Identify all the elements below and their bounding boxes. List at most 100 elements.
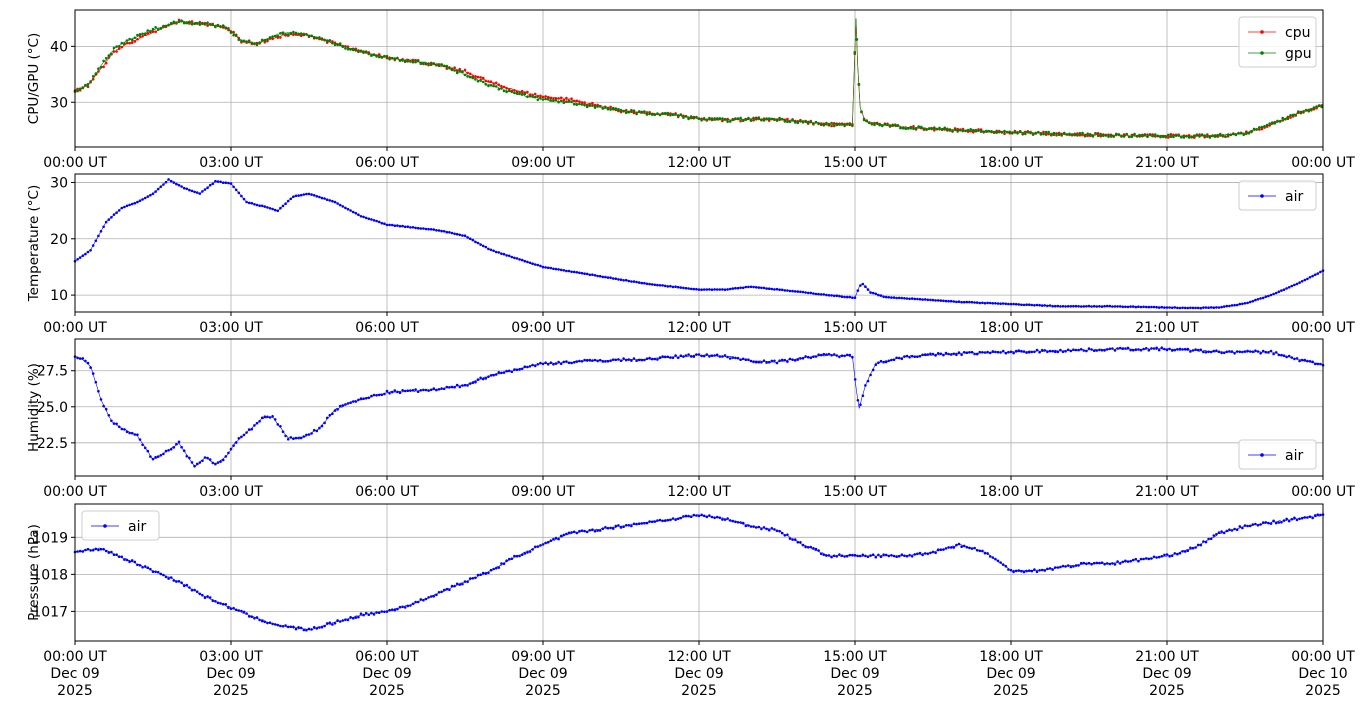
- data-point: [656, 358, 659, 361]
- data-point: [424, 388, 428, 392]
- data-point: [715, 353, 719, 357]
- data-point: [312, 35, 316, 39]
- data-point: [375, 611, 378, 614]
- data-point: [255, 43, 259, 47]
- data-point: [461, 582, 464, 586]
- data-point: [500, 87, 503, 90]
- data-point: [448, 66, 451, 70]
- data-point: [910, 297, 914, 300]
- data-point: [341, 404, 345, 407]
- data-point: [778, 359, 781, 363]
- data-point: [869, 291, 872, 294]
- data-point: [175, 21, 178, 25]
- data-point: [1230, 529, 1234, 532]
- data-point: [214, 600, 217, 603]
- data-point: [497, 88, 501, 91]
- data-point: [455, 383, 459, 387]
- data-point: [84, 252, 87, 256]
- data-point: [427, 389, 430, 392]
- data-point: [198, 461, 202, 464]
- data-point: [1173, 306, 1177, 309]
- data-point: [583, 529, 586, 533]
- data-point: [962, 544, 966, 548]
- data-point: [588, 104, 592, 107]
- data-point: [146, 566, 150, 569]
- data-point: [1151, 134, 1154, 138]
- data-point: [871, 553, 875, 556]
- data-point: [588, 358, 592, 362]
- data-point: [539, 361, 542, 365]
- data-point: [325, 416, 329, 420]
- data-point: [245, 200, 248, 204]
- data-point: [1056, 350, 1060, 354]
- data-point: [1047, 130, 1050, 134]
- data-point: [1238, 302, 1242, 306]
- data-point: [723, 518, 727, 521]
- data-point: [302, 628, 306, 632]
- data-point: [1290, 356, 1294, 359]
- data-point: [481, 76, 485, 80]
- data-point: [479, 243, 482, 246]
- data-point: [1007, 568, 1010, 571]
- data-point: [734, 356, 737, 360]
- data-point: [175, 182, 178, 186]
- data-point: [1087, 304, 1091, 308]
- data-point: [593, 103, 597, 107]
- data-point: [580, 271, 584, 275]
- data-point: [1000, 130, 1004, 134]
- data-point: [208, 23, 212, 26]
- data-point: [752, 525, 755, 528]
- data-point: [978, 549, 982, 553]
- data-point: [1007, 302, 1010, 306]
- data-point: [125, 430, 129, 434]
- data-point: [289, 31, 293, 35]
- data-point: [375, 55, 378, 58]
- data-point: [1100, 561, 1104, 564]
- data-point: [1143, 133, 1147, 137]
- data-point: [1274, 521, 1278, 525]
- data-point: [136, 433, 139, 437]
- data-point: [806, 120, 810, 124]
- data-point: [1228, 528, 1231, 531]
- data-point: [284, 434, 287, 438]
- data-point: [505, 86, 508, 90]
- data-point: [1117, 133, 1121, 137]
- data-point: [403, 389, 407, 393]
- data-point: [728, 357, 732, 360]
- data-point: [585, 530, 589, 534]
- data-point: [1147, 349, 1151, 352]
- data-point: [115, 553, 118, 556]
- data-point: [929, 551, 932, 555]
- data-point: [1272, 519, 1275, 523]
- data-point: [786, 117, 789, 121]
- data-point: [1035, 348, 1039, 352]
- data-point: [905, 354, 909, 358]
- data-point: [910, 354, 914, 358]
- data-point: [297, 194, 300, 197]
- data-point: [757, 360, 761, 364]
- data-point: [874, 555, 878, 559]
- data-point: [853, 296, 857, 300]
- data-point: [1087, 347, 1091, 350]
- data-point: [167, 23, 170, 27]
- data-point: [1024, 132, 1027, 136]
- data-point: [500, 371, 503, 375]
- data-point: [315, 36, 319, 40]
- data-point: [687, 514, 690, 518]
- data-point: [167, 577, 170, 580]
- data-point: [853, 553, 857, 557]
- data-point: [822, 124, 826, 127]
- data-point: [640, 281, 644, 285]
- data-point: [640, 522, 644, 525]
- data-point: [102, 404, 105, 408]
- data-point: [708, 355, 711, 358]
- data-point: [1269, 293, 1273, 297]
- data-point: [1225, 529, 1229, 533]
- data-point: [318, 426, 321, 430]
- data-point: [1126, 305, 1130, 309]
- data-point: [1141, 134, 1144, 138]
- data-point: [1169, 133, 1173, 136]
- data-point: [1168, 347, 1171, 351]
- data-point: [689, 115, 693, 118]
- data-point: [788, 537, 792, 540]
